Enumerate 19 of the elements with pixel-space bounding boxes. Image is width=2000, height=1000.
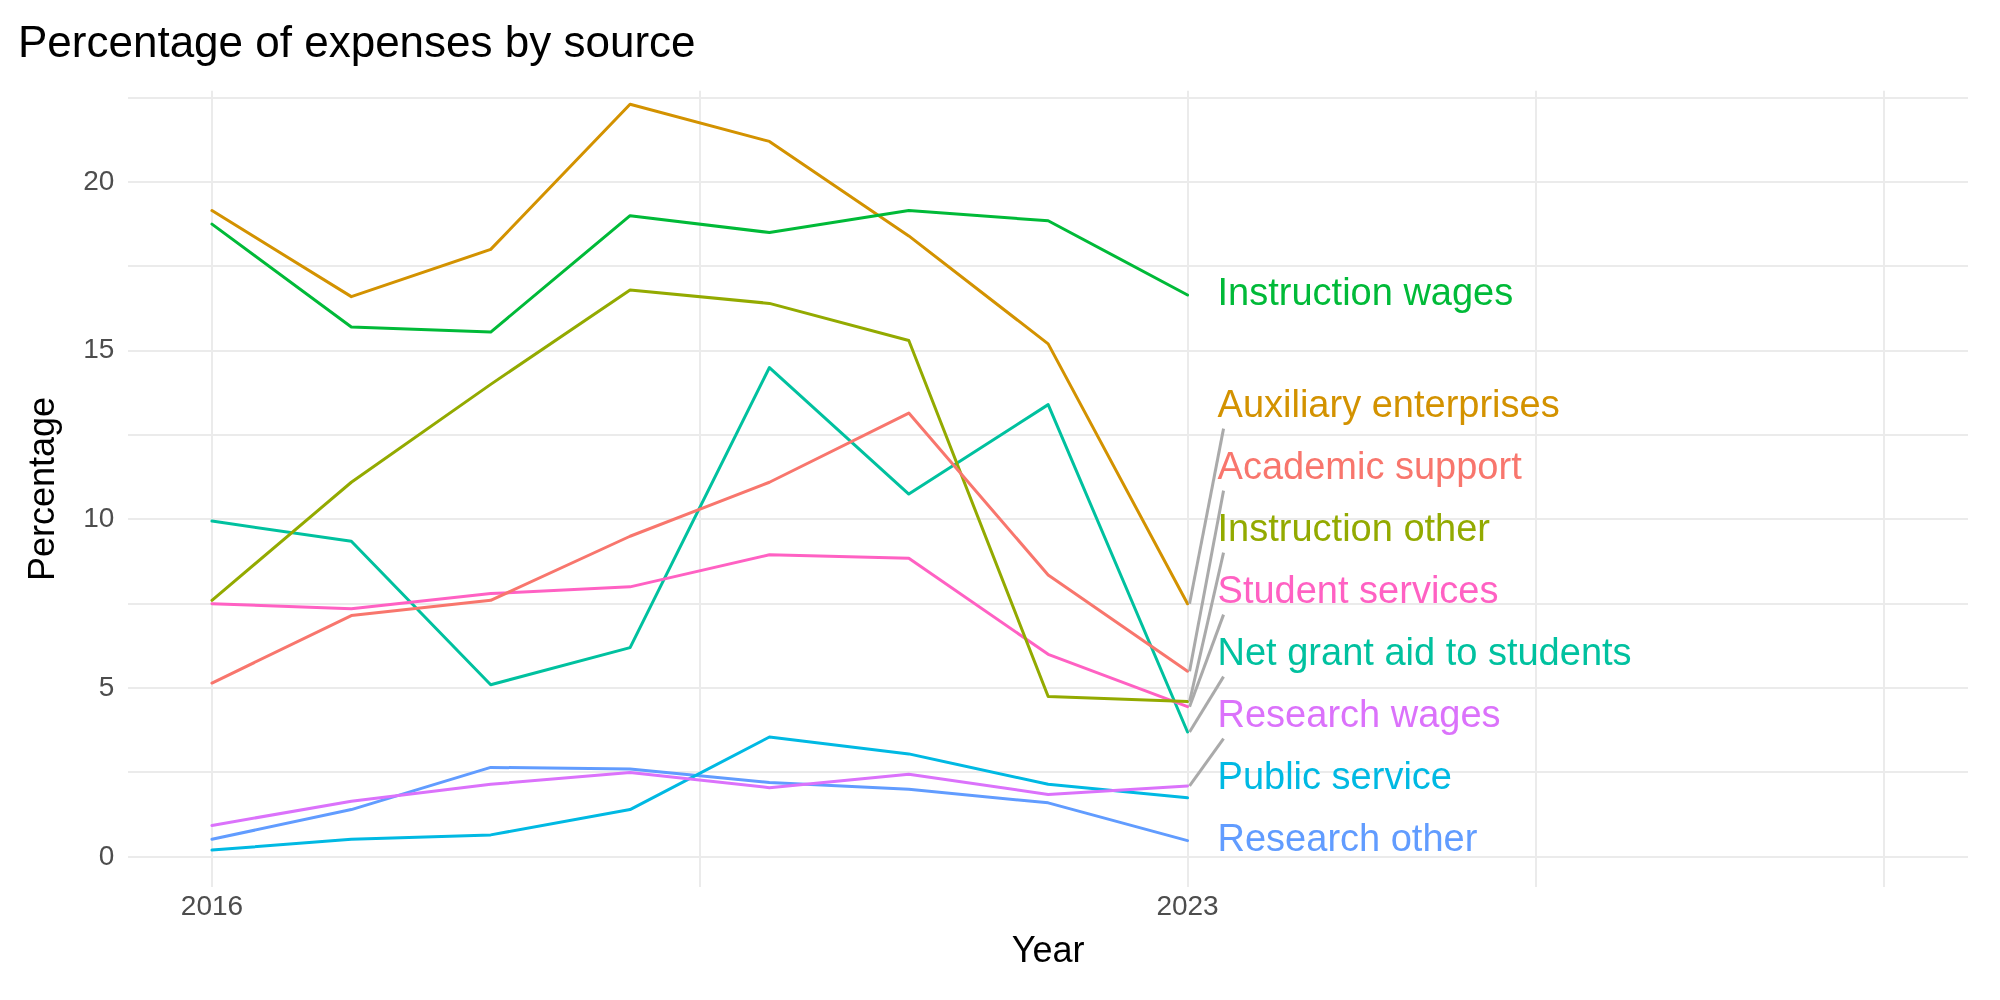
x-tick-label: 2016	[180, 889, 244, 921]
y-tick-label: 20	[83, 164, 115, 196]
y-tick-label: 5	[98, 670, 115, 702]
series-label: Instruction wages	[1217, 271, 1514, 314]
x-tick-label: 2023	[1156, 889, 1219, 921]
y-tick-label: 10	[83, 502, 115, 534]
y-tick-label: 15	[83, 333, 115, 365]
series-label: Public service	[1217, 755, 1452, 798]
chart-title: Percentage of expenses by source	[18, 16, 696, 66]
y-axis-title: Percentage	[20, 396, 62, 582]
text: Academic support	[1217, 445, 1523, 488]
text: Student services	[1217, 569, 1499, 612]
series-label: Research wages	[1217, 693, 1501, 736]
text: Instruction other	[1217, 507, 1491, 550]
y-tick-label: 0	[98, 839, 115, 871]
text: Auxiliary enterprises	[1217, 383, 1560, 426]
x-axis-title: Year	[1011, 929, 1085, 971]
series-label: Net grant aid to students	[1217, 631, 1632, 674]
series-label: Research other	[1217, 817, 1478, 860]
